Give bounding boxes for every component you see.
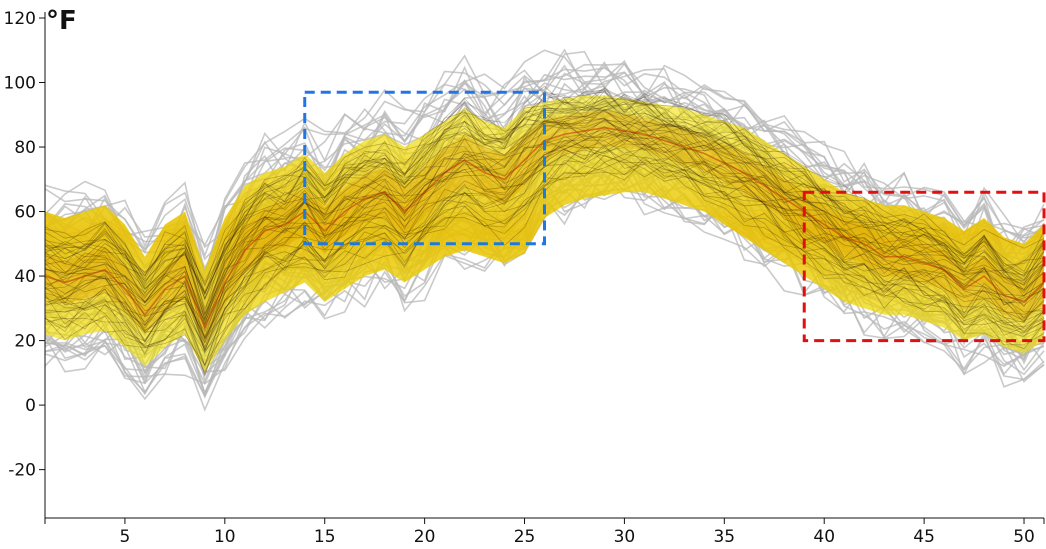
density-band — [45, 95, 1044, 373]
dark-series-line — [44, 139, 1045, 348]
gray-series-line — [44, 159, 1045, 385]
x-tick-label: 35 — [713, 527, 735, 547]
y-tick-label: 120 — [4, 9, 36, 29]
y-tick-label: 20 — [14, 332, 36, 352]
dark-series-line — [44, 101, 1045, 310]
y-axis-unit-label: °F — [46, 6, 77, 36]
dark-series-line — [44, 144, 1045, 352]
x-tick-label: 50 — [1013, 527, 1035, 547]
x-tick-label: 40 — [813, 527, 835, 547]
dark-series-line — [44, 156, 1045, 377]
x-tick-label: 15 — [314, 527, 336, 547]
dark-series-line — [44, 158, 1045, 367]
gray-series-line — [44, 50, 1045, 247]
dark-series-line — [44, 120, 1045, 325]
dark-series-line — [44, 140, 1045, 352]
y-tick-label: 0 — [25, 396, 36, 416]
dark-series-line — [44, 130, 1045, 333]
x-tick-label: 45 — [913, 527, 935, 547]
dark-series-line — [44, 93, 1045, 296]
x-tick-label: 25 — [514, 527, 536, 547]
y-tick-label: 100 — [4, 74, 36, 94]
dark-series-line — [44, 110, 1045, 315]
highlight-box-red — [802, 190, 1046, 343]
dark-series-line — [44, 149, 1045, 340]
x-tick-label: 20 — [414, 527, 436, 547]
y-tick-label: 80 — [14, 138, 36, 158]
dark-series-line — [44, 101, 1045, 301]
y-tick-label: 60 — [14, 203, 36, 223]
dark-series-line — [44, 96, 1045, 314]
dark-series-line — [44, 91, 1045, 286]
y-tick-label: -20 — [8, 461, 36, 481]
dark-series-line — [44, 90, 1045, 296]
dark-series-line — [44, 154, 1045, 374]
dark-series-line — [44, 85, 1045, 288]
gray-series-line — [44, 48, 1045, 276]
x-tick-label: 5 — [120, 527, 131, 547]
highlight-box-blue — [303, 90, 546, 246]
x-tick-label: 30 — [614, 527, 636, 547]
dark-series-line — [44, 145, 1045, 341]
dark-series-line — [44, 111, 1045, 330]
dark-series-line — [44, 98, 1045, 293]
dark-series-line — [44, 88, 1045, 283]
gray-series-line — [44, 49, 1045, 258]
dark-series-line — [44, 128, 1045, 344]
y-tick-label: 40 — [14, 267, 36, 287]
axes-layer: -20 0 20 40 60 80 100 120 5 10 15 20 25 30 35 40 45 50 °F — [4, 6, 1045, 547]
x-tick-label: 10 — [214, 527, 236, 547]
dark-series-line — [44, 100, 1045, 300]
dark-series-line — [44, 108, 1045, 322]
highlight-boxes-layer — [303, 90, 1046, 343]
